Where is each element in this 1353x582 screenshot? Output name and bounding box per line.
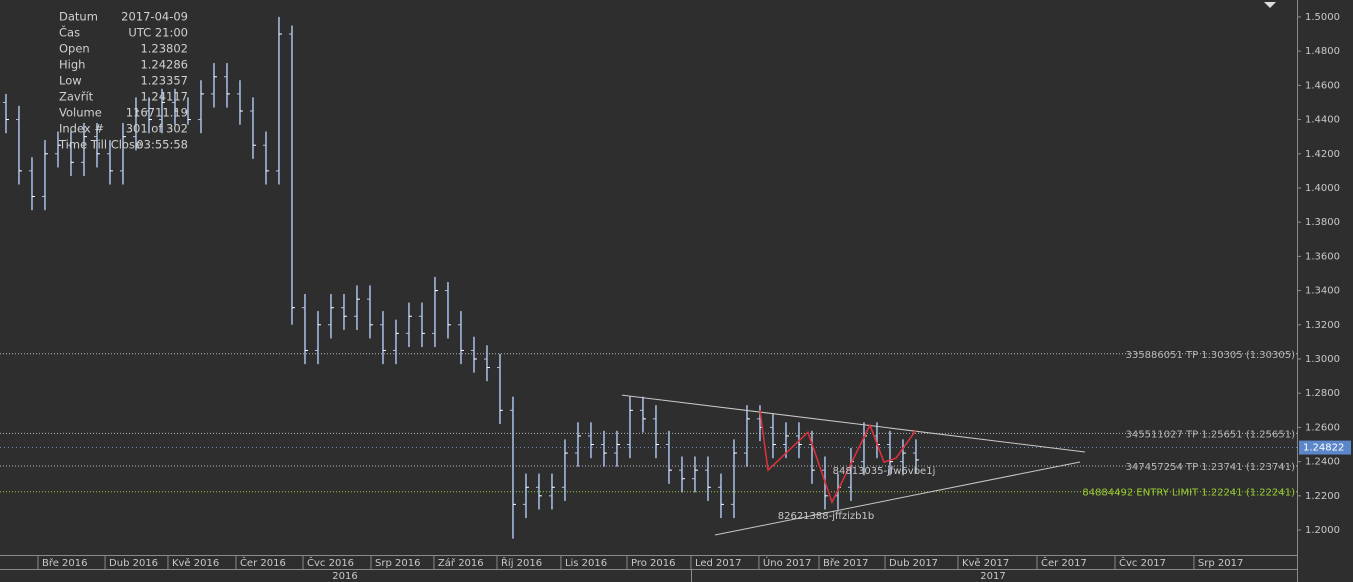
order-label: 84884492 ENTRY LIMIT 1.22241 (1.22241) [1082, 488, 1295, 499]
y-tick-label: 1.2800 [1305, 388, 1340, 399]
x-tick-label: Led 2017 [695, 558, 742, 569]
info-label: Open [59, 42, 90, 56]
y-tick-label: 1.3800 [1305, 217, 1340, 228]
x-tick-label: Dub 2017 [889, 558, 938, 569]
y-tick-label: 1.4200 [1305, 149, 1340, 160]
order-label: 347457254 TP 1.23741 (1.23741) [1126, 462, 1296, 473]
info-value: 2017-04-09 [121, 10, 188, 24]
y-tick-label: 1.3600 [1305, 251, 1340, 262]
y-tick-label: 1.2000 [1305, 525, 1340, 536]
info-value: 1.24286 [140, 58, 188, 72]
x-tick-label: Čer 2017 [1041, 556, 1087, 569]
price-label: 1.24822 [1303, 443, 1344, 454]
trendline [714, 461, 1081, 536]
x-tick-label: Lis 2016 [565, 558, 607, 569]
trendline [621, 394, 1086, 453]
info-label: High [59, 58, 85, 72]
pattern-label: 82621388-jffzizb1b [778, 511, 875, 522]
info-value: UTC 21:00 [128, 26, 188, 40]
order-label: 335886051 TP 1.30305 (1.30305) [1126, 350, 1296, 361]
order-label: 345511027 TP 1.25651 (1.25651) [1126, 429, 1296, 440]
y-tick-label: 1.2600 [1305, 422, 1340, 433]
x-tick-label: Bře 2016 [42, 557, 88, 569]
y-tick-label: 1.4400 [1305, 115, 1340, 126]
y-tick-label: 1.2400 [1305, 457, 1340, 468]
y-tick-label: 1.3400 [1305, 286, 1340, 297]
x-tick-label: Úno 2017 [763, 556, 811, 569]
info-value: 1.23357 [140, 74, 188, 88]
info-value: 1.23802 [140, 42, 188, 56]
info-label: Time Till Close [58, 138, 142, 152]
menu-arrow[interactable] [1264, 2, 1276, 8]
info-value: 03:55:58 [136, 138, 188, 152]
y-tick-label: 1.3000 [1305, 354, 1340, 365]
x-tick-label: Zář 2016 [438, 557, 484, 569]
x-tick-label: Bře 2017 [823, 557, 869, 569]
x-tick-label: Čer 2016 [240, 556, 286, 569]
x-tick-label: Pro 2016 [631, 558, 676, 569]
zigzag [759, 410, 917, 505]
x-tick-label: Kvě 2016 [172, 557, 219, 569]
price-box [1299, 440, 1351, 455]
x-tick-label: Říj 2016 [501, 556, 542, 569]
info-value: 301 of 302 [126, 122, 188, 136]
info-panel: Datum 2017-04-09 Čas UTC 21:00 Open 1.23802 Hi… [58, 10, 188, 152]
year-label: 2017 [980, 571, 1005, 582]
y-tick-label: 1.3200 [1305, 320, 1340, 331]
info-label: Datum [59, 10, 98, 24]
x-tick-label: Kvě 2017 [962, 557, 1009, 569]
plot: 335886051 TP 1.30305 (1.30305) 345511027 … [0, 16, 1297, 539]
x-tick-label: Srp 2017 [1198, 558, 1243, 569]
info-label: Index # [59, 122, 104, 136]
info-label: Low [59, 74, 82, 88]
info-label: Volume [59, 106, 102, 120]
info-label: Čas [59, 25, 80, 40]
info-value: 1.24117 [140, 90, 188, 104]
x-tick-label: Čvc 2016 [307, 556, 354, 569]
y-tick-label: 1.4800 [1305, 46, 1340, 57]
x-tick-label: Srp 2016 [375, 558, 420, 569]
y-tick-label: 1.2200 [1305, 491, 1340, 502]
info-label: Zavřít [59, 90, 94, 104]
y-tick-label: 1.4600 [1305, 80, 1340, 91]
pattern-label: 84813035-jfw6vbe1j [833, 466, 936, 477]
x-tick-label: Čvc 2017 [1119, 556, 1166, 569]
y-tick-label: 1.4000 [1305, 183, 1340, 194]
year-label: 2016 [332, 571, 357, 582]
x-tick-label: Dub 2016 [109, 558, 158, 569]
info-value: 116711.19 [126, 106, 188, 120]
y-tick-label: 1.5000 [1305, 12, 1340, 23]
